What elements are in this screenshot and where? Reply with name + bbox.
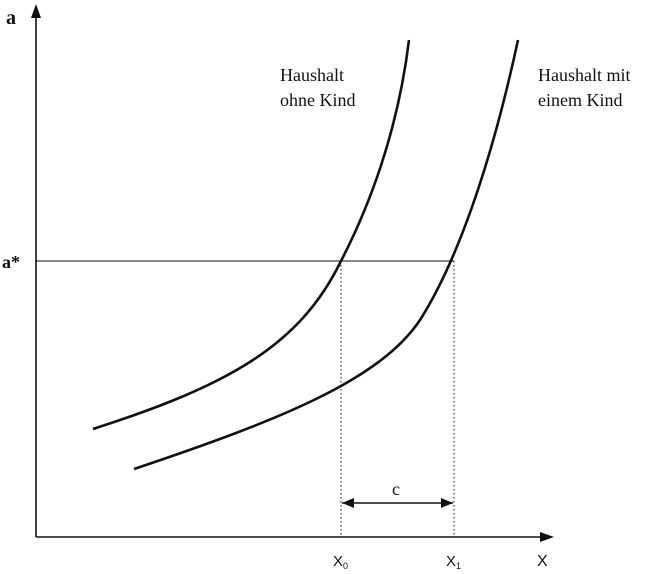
curve-mit-kind xyxy=(133,39,520,471)
label-mit-kind-line1: Haushalt mit xyxy=(538,65,631,85)
x1-label: X xyxy=(446,553,456,570)
x1-subscript: 1 xyxy=(456,561,461,571)
c-label: c xyxy=(392,479,400,499)
x0-subscript: 0 xyxy=(343,561,348,571)
x-axis-label: X xyxy=(537,553,548,570)
label-ohne-kind-line1: Haushalt xyxy=(280,65,344,85)
x0-label: X xyxy=(333,553,343,570)
c-arrowhead-right xyxy=(441,498,453,508)
y-axis-arrowhead xyxy=(31,4,41,18)
x-axis-arrowhead xyxy=(540,532,554,542)
y-axis-label: a xyxy=(6,7,16,29)
label-mit-kind-line2: einem Kind xyxy=(538,90,622,110)
label-ohne-kind-line2: ohne Kind xyxy=(280,90,356,110)
a-star-label: a* xyxy=(2,252,20,272)
c-arrowhead-left xyxy=(342,498,354,508)
curve-ohne-kind xyxy=(92,39,411,431)
